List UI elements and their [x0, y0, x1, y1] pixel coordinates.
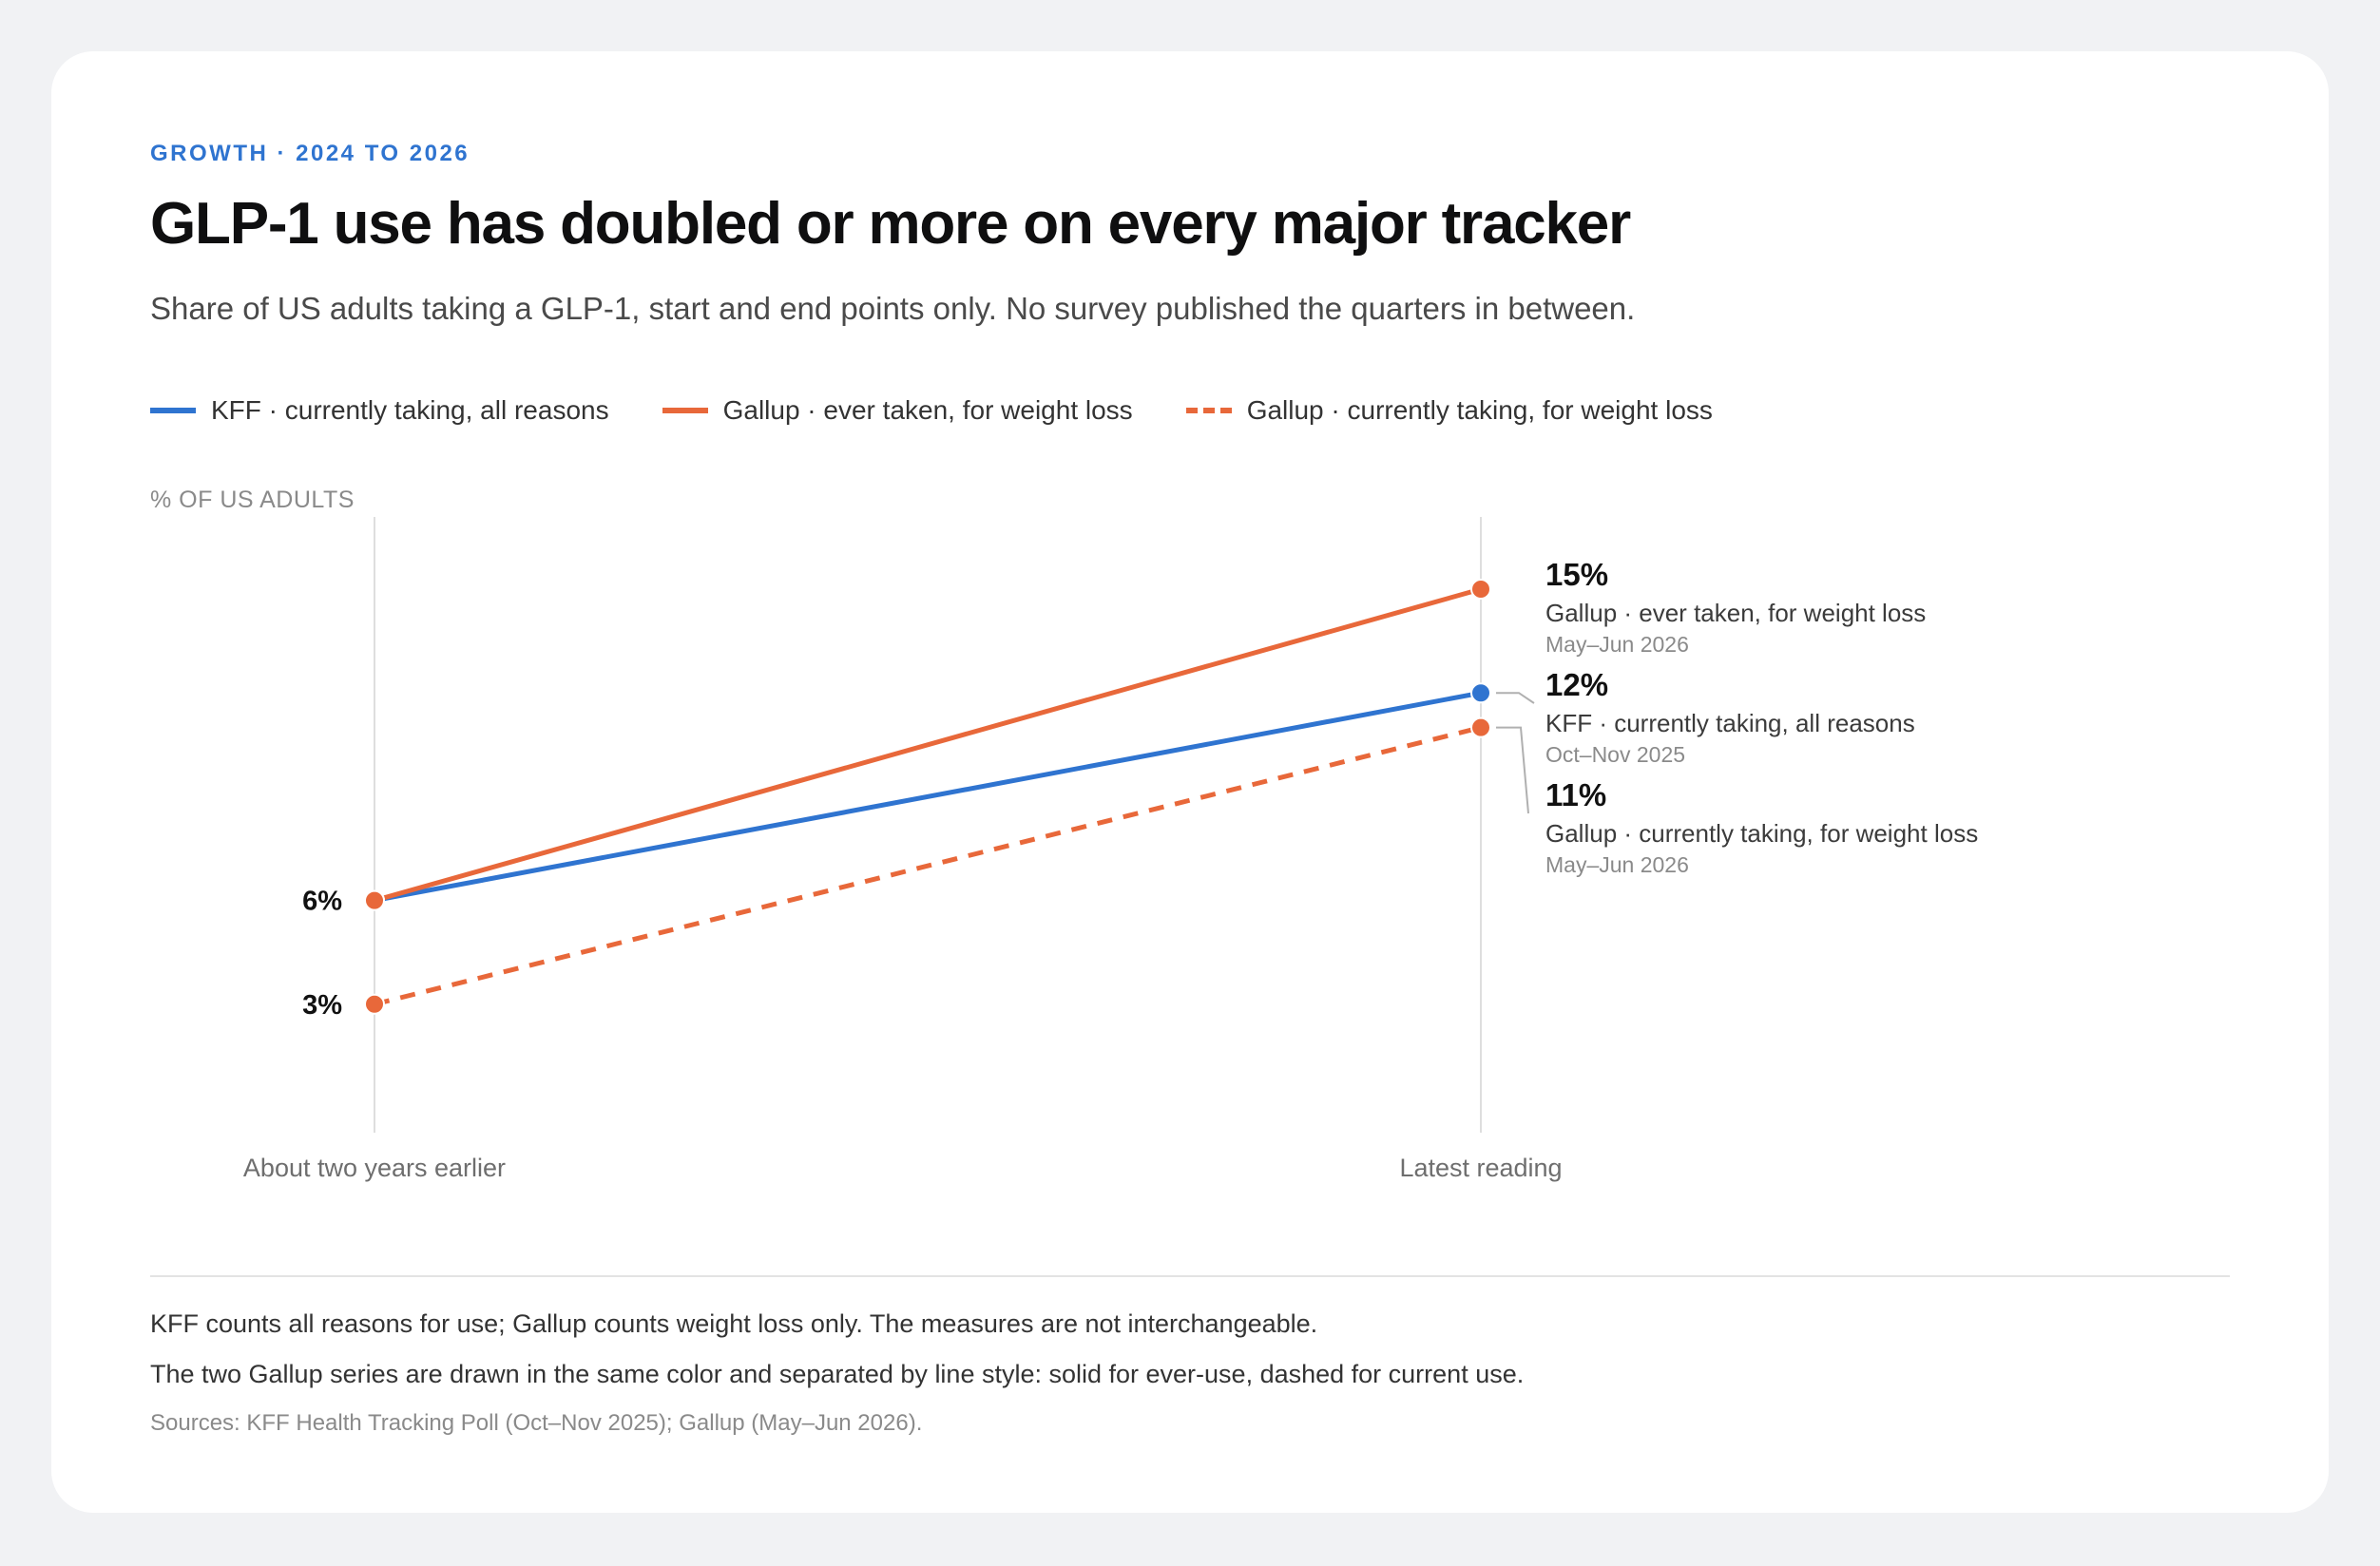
legend-swatch-gallup-current: [1185, 408, 1232, 413]
leader-line-gallup-current: [1496, 726, 1529, 814]
end-name-gallup-ever: Gallup · ever taken, for weight loss: [1545, 599, 1926, 627]
footnote-2: The two Gallup series are drawn in the s…: [150, 1360, 1525, 1388]
point-gallup-current-1: [364, 993, 385, 1015]
legend-swatch-gallup-ever: [662, 408, 708, 413]
divider: [150, 1275, 2230, 1277]
legend-item-gallup-current: Gallup · currently taking, for weight lo…: [1185, 395, 1713, 426]
chart-subtitle: Share of US adults taking a GLP-1, start…: [150, 291, 1636, 326]
series-line-kff: [372, 690, 1484, 904]
point-kff-2: [1470, 682, 1491, 704]
footnotes: KFF counts all reasons for use; Gallup c…: [150, 1309, 1524, 1437]
legend-item-gallup-ever: Gallup · ever taken, for weight loss: [662, 395, 1133, 426]
point-gallup-current-2: [1470, 716, 1491, 738]
legend-label-gallup-ever: Gallup · ever taken, for weight loss: [722, 395, 1133, 425]
footnote-1: KFF counts all reasons for use; Gallup c…: [150, 1309, 1318, 1338]
source-note: Sources: KFF Health Tracking Poll (Oct–N…: [150, 1410, 923, 1436]
end-name-gallup-current: Gallup · currently taking, for weight lo…: [1545, 819, 1978, 848]
start-label-kff: 6%: [302, 887, 342, 917]
end-date-gallup-current: May–Jun 2026: [1545, 852, 1689, 877]
point-gallup-ever-1: [364, 889, 385, 911]
x-tick-label-2: Latest reading: [1399, 1154, 1562, 1182]
y-axis-title: % OF US ADULTS: [150, 487, 355, 513]
end-name-kff: KFF · currently taking, all reasons: [1545, 709, 1915, 737]
legend: KFF · currently taking, all reasons Gall…: [150, 395, 1766, 426]
series-line-gallup-current: [374, 725, 1482, 1007]
start-label-gallup-current: 3%: [302, 990, 342, 1021]
end-date-gallup-ever: May–Jun 2026: [1545, 632, 1689, 657]
leader-line-kff: [1496, 692, 1535, 704]
chart-title: GLP-1 use has doubled or more on every m…: [150, 191, 1631, 257]
end-value-gallup-current: 11%: [1545, 777, 1606, 812]
chart-card: GROWTH · 2024 TO 2026 GLP-1 use has doub…: [51, 51, 2329, 1513]
end-value-kff: 12%: [1545, 667, 1608, 702]
end-value-gallup-ever: 15%: [1545, 557, 1608, 592]
eyebrow: GROWTH · 2024 TO 2026: [150, 141, 470, 166]
point-gallup-ever-2: [1470, 579, 1491, 600]
legend-item-kff: KFF · currently taking, all reasons: [150, 395, 609, 426]
x-tick-label-1: About two years earlier: [243, 1154, 506, 1182]
legend-swatch-kff: [150, 408, 196, 413]
legend-label-gallup-current: Gallup · currently taking, for weight lo…: [1246, 395, 1713, 425]
series-line-gallup-ever: [372, 586, 1484, 904]
legend-label-kff: KFF · currently taking, all reasons: [211, 395, 609, 425]
end-date-kff: Oct–Nov 2025: [1545, 742, 1685, 767]
